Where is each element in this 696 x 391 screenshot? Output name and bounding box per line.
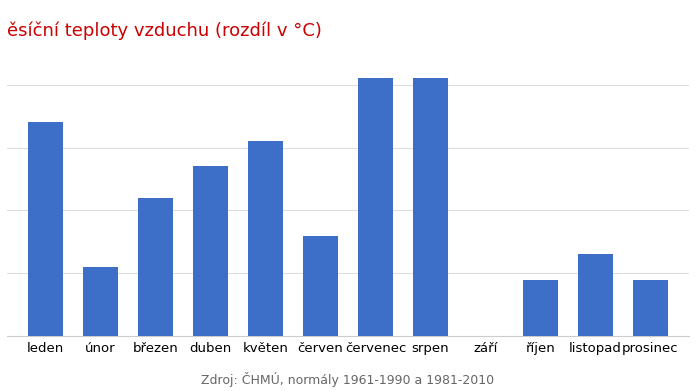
- Bar: [413, 78, 448, 336]
- Bar: [138, 198, 173, 336]
- Bar: [83, 267, 118, 336]
- Text: ěsíční teploty vzduchu (rozdíl v °C): ěsíční teploty vzduchu (rozdíl v °C): [7, 21, 322, 40]
- Bar: [578, 255, 613, 336]
- Bar: [358, 78, 393, 336]
- Bar: [248, 141, 283, 336]
- Bar: [193, 167, 228, 336]
- Bar: [303, 236, 338, 336]
- Bar: [28, 122, 63, 336]
- Text: Zdroj: ČHMÚ, normály 1961-1990 a 1981-2010: Zdroj: ČHMÚ, normály 1961-1990 a 1981-20…: [201, 372, 495, 387]
- Bar: [523, 280, 558, 336]
- Bar: [633, 280, 668, 336]
